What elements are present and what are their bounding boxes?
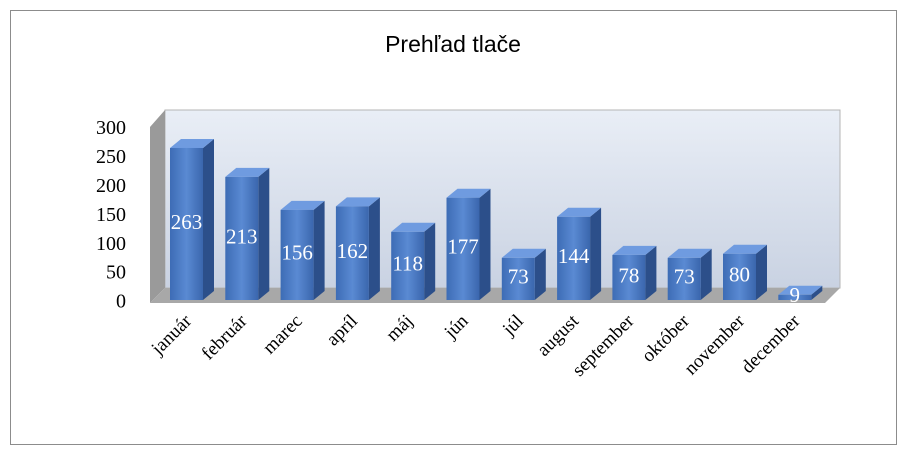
y-tick-label: 50 [106,262,126,284]
bar [225,167,270,300]
y-tick-label: 250 [96,146,126,168]
y-tick-label: 0 [116,291,126,313]
bar-top [557,207,602,217]
y-tick-label: 100 [96,233,126,255]
bar [335,197,380,300]
value-label: 144 [558,244,590,268]
bar-side [424,222,436,300]
bar-top [280,200,325,210]
bar-front [557,216,591,300]
bar [667,248,712,300]
bar [778,285,823,300]
bar [557,207,602,300]
bar-side [313,200,325,300]
value-label: 263 [171,210,203,234]
bar-front [612,254,646,300]
chart-title: Prehľad tlače [385,31,521,57]
bar-side [534,248,546,300]
bar [723,244,767,300]
bar [612,245,657,300]
bar-top [723,244,767,254]
bar-side [700,248,712,300]
bar-top [778,285,823,295]
bar-front [446,197,480,300]
bar-top [335,197,380,207]
value-label: 156 [281,241,313,265]
bar [170,138,214,300]
bar-side [590,207,602,300]
bar [391,222,436,300]
bar-top [391,222,436,232]
value-label: 213 [226,224,258,248]
bar-top [225,167,270,177]
value-label: 118 [392,252,423,276]
value-label: 78 [618,263,639,287]
value-label: 162 [337,239,369,263]
side-wall [150,110,165,303]
bar [446,188,491,300]
bar-top [501,248,546,258]
value-label: 9 [790,283,801,307]
bar-side [258,167,270,300]
bar-top [446,188,491,198]
value-label: 73 [508,265,529,289]
bar-front [501,257,535,300]
bar-front [170,147,203,300]
y-tick-label: 200 [96,175,126,197]
value-label: 177 [447,235,479,259]
bar-top [170,138,214,148]
bar-front [723,253,756,300]
bar-side [756,244,767,300]
value-label: 73 [674,265,695,289]
y-tick-label: 300 [96,117,126,139]
bar-side [479,188,491,300]
bar-front [335,206,369,300]
bar-side [645,245,657,300]
bar [280,200,325,300]
bar-front [225,176,259,300]
y-tick-label: 150 [96,204,126,226]
bar-side [368,197,380,300]
bar-side [811,285,823,300]
value-label: 80 [729,263,750,287]
bar-side [203,138,214,300]
bar-front [391,231,425,300]
bar-top [612,245,657,255]
bar-top [667,248,712,258]
bar-front [667,257,701,300]
bar-front [280,209,314,300]
bar [501,248,546,300]
bar-front [778,294,812,300]
